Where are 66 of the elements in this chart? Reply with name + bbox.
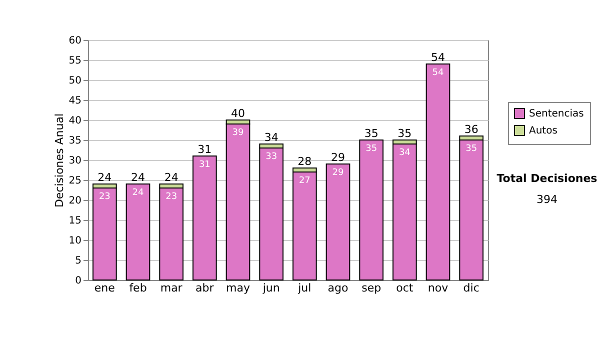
bar — [392, 144, 417, 280]
total-label: 24 — [98, 171, 112, 184]
data-label: 35 — [466, 144, 478, 154]
total-label: 54 — [431, 51, 445, 64]
legend-label: Autos — [529, 126, 558, 136]
x-tick-label: ago — [328, 282, 348, 294]
y-tick-label: 15 — [68, 216, 82, 226]
total-label: 36 — [464, 123, 478, 136]
bar — [426, 64, 450, 280]
y-axis-title: Decisiones Anual — [52, 113, 66, 208]
data-label: 27 — [298, 176, 310, 186]
data-label: 29 — [332, 168, 344, 178]
x-tick-label: nov — [428, 282, 449, 294]
total-label: 34 — [264, 131, 278, 144]
y-tick-label: 35 — [68, 136, 82, 146]
x-tick-label: mar — [160, 282, 183, 294]
bar — [192, 156, 217, 280]
x-tick-label: may — [226, 282, 250, 294]
legend-label: Sentencias — [529, 108, 584, 120]
bar — [126, 184, 150, 280]
data-label: 39 — [232, 128, 244, 138]
y-tick-label: 30 — [68, 156, 82, 166]
x-tick-label: abr — [196, 282, 214, 294]
bar — [292, 172, 317, 280]
data-label: 34 — [398, 148, 411, 158]
y-tick-label: 25 — [68, 176, 82, 186]
y-tick-label: 40 — [68, 116, 82, 126]
y-tick-label: 45 — [68, 96, 82, 106]
x-tick-label: oct — [396, 282, 414, 294]
total-label: 29 — [331, 151, 345, 164]
y-tick-label: 5 — [75, 256, 82, 266]
bar — [159, 188, 184, 280]
data-label: 31 — [198, 160, 210, 170]
bar — [92, 188, 117, 280]
total-label: 31 — [198, 143, 212, 156]
total-label: 35 — [364, 127, 378, 140]
y-tick-label: 50 — [68, 76, 82, 86]
x-tick-label: feb — [129, 282, 147, 294]
x-tick-label: jul — [297, 282, 312, 294]
bar — [359, 140, 384, 280]
data-label: 54 — [432, 68, 444, 78]
data-label: 24 — [132, 188, 144, 198]
bar — [326, 164, 350, 280]
bar — [259, 148, 284, 280]
total-label: 35 — [398, 127, 412, 140]
y-tick-label: 0 — [75, 276, 82, 286]
total-label: 24 — [131, 171, 145, 184]
y-tick-label: 55 — [68, 56, 82, 66]
x-tick-label: jun — [262, 282, 280, 294]
x-tick-label: dic — [463, 282, 480, 294]
y-tick-label: 60 — [68, 36, 82, 46]
x-tick-label: sep — [362, 282, 382, 294]
bar — [459, 140, 484, 280]
data-label: 33 — [266, 152, 278, 162]
text: Total Decisiones — [496, 172, 598, 185]
total-label: 40 — [231, 107, 245, 120]
data-label: 23 — [98, 192, 110, 202]
x-tick-label: ene — [94, 282, 116, 294]
data-label: 23 — [166, 192, 178, 202]
total-label: 28 — [298, 155, 312, 168]
y-tick-label: 20 — [68, 196, 82, 206]
text: 394 — [536, 193, 558, 206]
bar — [226, 124, 250, 280]
total-label: 24 — [164, 171, 178, 184]
y-tick-label: 10 — [68, 236, 82, 246]
data-label: 35 — [366, 144, 378, 154]
